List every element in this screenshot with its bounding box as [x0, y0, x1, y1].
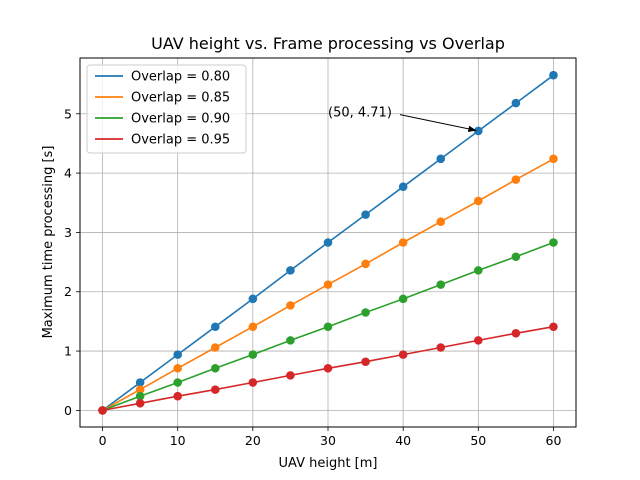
- data-point: [210, 343, 220, 352]
- data-point: [436, 280, 446, 289]
- data-point: [173, 391, 182, 401]
- data-point: [436, 217, 446, 227]
- data-point: [398, 350, 408, 359]
- data-point: [135, 378, 145, 387]
- data-point: [248, 350, 258, 359]
- data-point: [286, 336, 295, 345]
- data-point: [248, 322, 258, 332]
- data-point: [511, 328, 521, 338]
- data-point: [511, 175, 521, 184]
- data-point: [474, 336, 483, 345]
- x-tick-label: 20: [245, 433, 261, 448]
- data-point: [474, 196, 483, 206]
- x-tick-label: 0: [99, 433, 107, 448]
- y-tick-label: 4: [64, 166, 72, 181]
- data-point: [436, 154, 446, 164]
- legend-label: Overlap = 0.85: [131, 91, 230, 106]
- y-tick-label: 3: [64, 225, 72, 240]
- data-point: [286, 266, 295, 275]
- data-point: [286, 371, 295, 380]
- x-tick-label: 50: [470, 433, 486, 448]
- data-point: [210, 385, 220, 394]
- data-point: [173, 350, 182, 359]
- data-point: [135, 391, 145, 401]
- x-tick-label: 40: [395, 433, 411, 448]
- y-tick-label: 5: [64, 106, 72, 121]
- data-point: [549, 322, 558, 332]
- y-tick-label: 0: [64, 403, 72, 418]
- series-layer: [98, 70, 558, 415]
- data-point: [511, 98, 521, 108]
- y-axis-label: Maximum time processing [s]: [41, 146, 56, 339]
- y-tick-label: 1: [64, 344, 72, 359]
- legend-label: Overlap = 0.95: [131, 133, 230, 148]
- data-point: [210, 363, 220, 373]
- annotation: (50, 4.71): [328, 106, 477, 132]
- legend-box: [86, 64, 247, 154]
- data-point: [173, 378, 182, 387]
- data-point: [248, 378, 258, 387]
- data-point: [248, 294, 258, 304]
- x-tick-label: 10: [170, 433, 186, 448]
- data-point: [323, 238, 333, 247]
- data-point: [549, 154, 558, 164]
- chart-title: UAV height vs. Frame processing vs Overl…: [151, 34, 505, 53]
- annotation-arrow: [399, 114, 477, 132]
- data-point: [474, 126, 483, 136]
- data-point: [135, 398, 145, 408]
- legend: Overlap = 0.80 Overlap = 0.85 Overlap = 0.…: [86, 64, 247, 154]
- data-point: [398, 238, 408, 247]
- data-point: [361, 259, 370, 269]
- x-tick-label: 60: [546, 433, 562, 448]
- data-point: [210, 322, 220, 332]
- data-point: [286, 301, 295, 310]
- data-point: [361, 210, 370, 219]
- data-point: [323, 363, 333, 373]
- ticks: 0 10 20 30 40 50 60 0 1 2 3 4 5: [64, 106, 561, 448]
- data-point: [173, 363, 182, 373]
- x-axis-label: UAV height [m]: [279, 456, 378, 471]
- data-point: [549, 238, 558, 247]
- data-point: [323, 280, 333, 289]
- legend-label: Overlap = 0.80: [131, 70, 230, 85]
- y-tick-label: 2: [64, 284, 72, 299]
- annotation-text: (50, 4.71): [328, 106, 392, 121]
- data-point: [398, 294, 408, 304]
- data-point: [398, 182, 408, 192]
- data-point: [323, 322, 333, 332]
- data-point: [511, 252, 521, 262]
- x-tick-label: 30: [320, 433, 336, 448]
- data-point: [361, 357, 370, 367]
- legend-label: Overlap = 0.90: [131, 112, 230, 127]
- data-point: [549, 70, 558, 80]
- data-point: [135, 385, 145, 394]
- data-point: [474, 266, 483, 275]
- data-point: [436, 343, 446, 352]
- data-point: [361, 308, 370, 317]
- data-point: [98, 406, 107, 415]
